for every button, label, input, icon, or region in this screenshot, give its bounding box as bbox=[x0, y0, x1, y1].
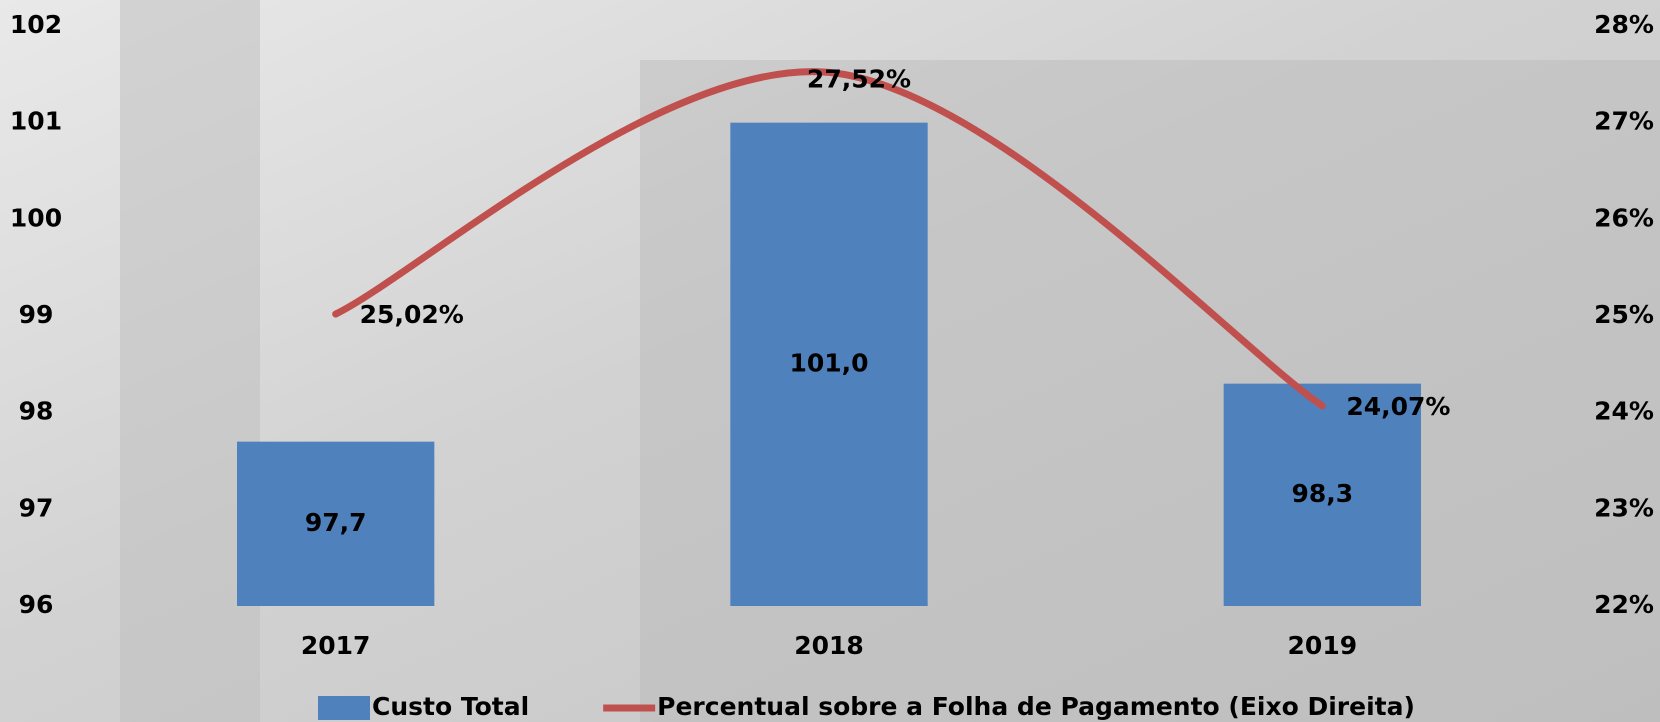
y-tick-label: 96 bbox=[19, 590, 54, 619]
y2-tick-label: 28% bbox=[1594, 10, 1654, 39]
x-tick-label: 2019 bbox=[1288, 631, 1358, 660]
legend-label: Percentual sobre a Folha de Pagamento (E… bbox=[657, 692, 1415, 721]
y-tick-label: 99 bbox=[19, 300, 54, 329]
legend-label: Custo Total bbox=[372, 692, 529, 721]
legend-swatch bbox=[318, 696, 370, 720]
y-tick-label: 102 bbox=[10, 10, 62, 39]
line-value-label: 24,07% bbox=[1346, 392, 1450, 421]
y-tick-label: 101 bbox=[10, 107, 62, 136]
bar-value-label: 97,7 bbox=[305, 508, 367, 537]
background-shape bbox=[120, 0, 260, 722]
bar bbox=[1223, 383, 1421, 606]
y2-tick-label: 25% bbox=[1594, 300, 1654, 329]
y-tick-label: 98 bbox=[19, 397, 54, 426]
line-value-label: 25,02% bbox=[360, 300, 464, 329]
line-value-label: 27,52% bbox=[807, 64, 911, 93]
bar bbox=[730, 122, 928, 607]
bar-value-label: 98,3 bbox=[1291, 479, 1353, 508]
x-tick-label: 2017 bbox=[301, 631, 371, 660]
bar-value-label: 101,0 bbox=[789, 348, 868, 377]
y-tick-label: 97 bbox=[19, 493, 54, 522]
y2-tick-label: 23% bbox=[1594, 493, 1654, 522]
y2-tick-label: 22% bbox=[1594, 590, 1654, 619]
bar bbox=[237, 441, 435, 606]
y2-tick-label: 24% bbox=[1594, 397, 1654, 426]
x-tick-label: 2018 bbox=[794, 631, 864, 660]
y2-tick-label: 27% bbox=[1594, 107, 1654, 136]
y-tick-label: 100 bbox=[10, 203, 62, 232]
line bbox=[332, 68, 1326, 410]
y2-tick-label: 26% bbox=[1594, 203, 1654, 232]
